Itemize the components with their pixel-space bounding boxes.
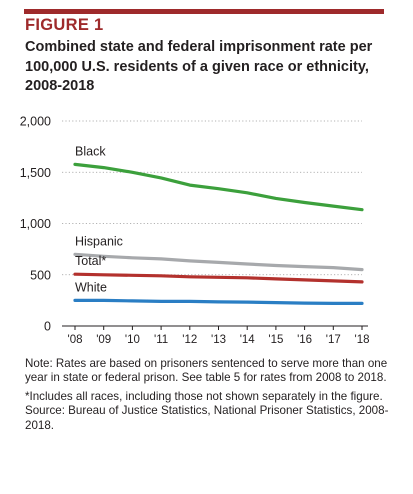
gridlines bbox=[62, 120, 362, 276]
figure-top-rule bbox=[24, 9, 384, 14]
x-axis: '08 '09 '10 '11 '12 '13 '14 '15 '16 '17 '18 bbox=[62, 325, 370, 346]
y-tick-label: 0 bbox=[44, 320, 51, 334]
footnote-text: *Includes all races, including those not… bbox=[25, 389, 383, 403]
x-tick-label: '09 bbox=[96, 334, 111, 346]
series-line-hispanic bbox=[73, 252, 364, 272]
series-label-total: Total* bbox=[75, 254, 106, 268]
series-line-black bbox=[73, 162, 364, 212]
x-tick-label: '15 bbox=[268, 334, 283, 346]
figure-notes: Note: Rates are based on prisoners sente… bbox=[25, 357, 395, 433]
series-label-white: White bbox=[75, 280, 107, 294]
x-tick-label: '11 bbox=[154, 334, 168, 346]
x-tick-label: '18 bbox=[355, 334, 370, 346]
figure-title: Combined state and federal imprisonment … bbox=[25, 39, 373, 94]
x-tick-label: '13 bbox=[211, 334, 226, 346]
x-tick-label: '17 bbox=[326, 334, 341, 346]
x-tick-label: '16 bbox=[297, 334, 312, 346]
x-tick-label: '12 bbox=[182, 334, 197, 346]
figure-label: FIGURE 1 bbox=[25, 16, 104, 34]
y-tick-label: 1,000 bbox=[20, 217, 51, 231]
series-label-black: Black bbox=[75, 144, 106, 158]
y-tick-labels: 0 500 1,000 1,500 2,000 bbox=[20, 115, 51, 334]
y-tick-label: 2,000 bbox=[20, 115, 51, 129]
y-tick-label: 1,500 bbox=[20, 166, 51, 180]
x-tick-label: '14 bbox=[240, 334, 256, 346]
note-text: Note: Rates are based on prisoners sente… bbox=[25, 357, 388, 385]
series-lines bbox=[73, 162, 364, 305]
series-line-total bbox=[73, 272, 364, 284]
x-tick-label: '08 bbox=[68, 334, 83, 346]
x-tick-label: '10 bbox=[125, 334, 140, 346]
source-text: Source: Bureau of Justice Statistics, Na… bbox=[25, 404, 389, 432]
y-tick-label: 500 bbox=[30, 268, 51, 282]
series-labels: Black Hispanic Total* White bbox=[75, 144, 123, 294]
series-label-hispanic: Hispanic bbox=[75, 234, 123, 248]
